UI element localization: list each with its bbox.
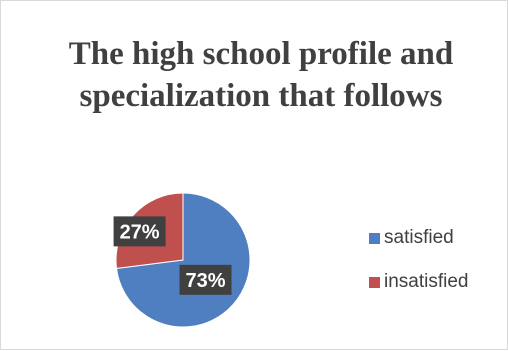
legend-item-satisfied: satisfied bbox=[369, 226, 469, 250]
data-label-satisfied: 73% bbox=[179, 264, 232, 295]
legend-item-insatisfied: insatisfied bbox=[369, 270, 469, 294]
legend-label-satisfied: satisfied bbox=[384, 227, 454, 248]
data-label-text: 27% bbox=[120, 221, 160, 243]
data-label-box bbox=[179, 264, 232, 295]
pie-data-labels: 73% 27% bbox=[113, 216, 232, 295]
legend-swatch-satisfied bbox=[369, 232, 380, 244]
legend: satisfied insatisfied bbox=[369, 226, 469, 314]
data-label-insatisfied: 27% bbox=[113, 216, 166, 247]
legend-label-insatisfied: insatisfied bbox=[384, 271, 469, 292]
data-label-text: 73% bbox=[185, 270, 225, 292]
legend-swatch-insatisfied bbox=[369, 276, 380, 288]
data-label-box bbox=[113, 216, 166, 247]
pie-slices bbox=[115, 192, 251, 328]
chart-title: The high school profile and specializati… bbox=[68, 36, 454, 114]
